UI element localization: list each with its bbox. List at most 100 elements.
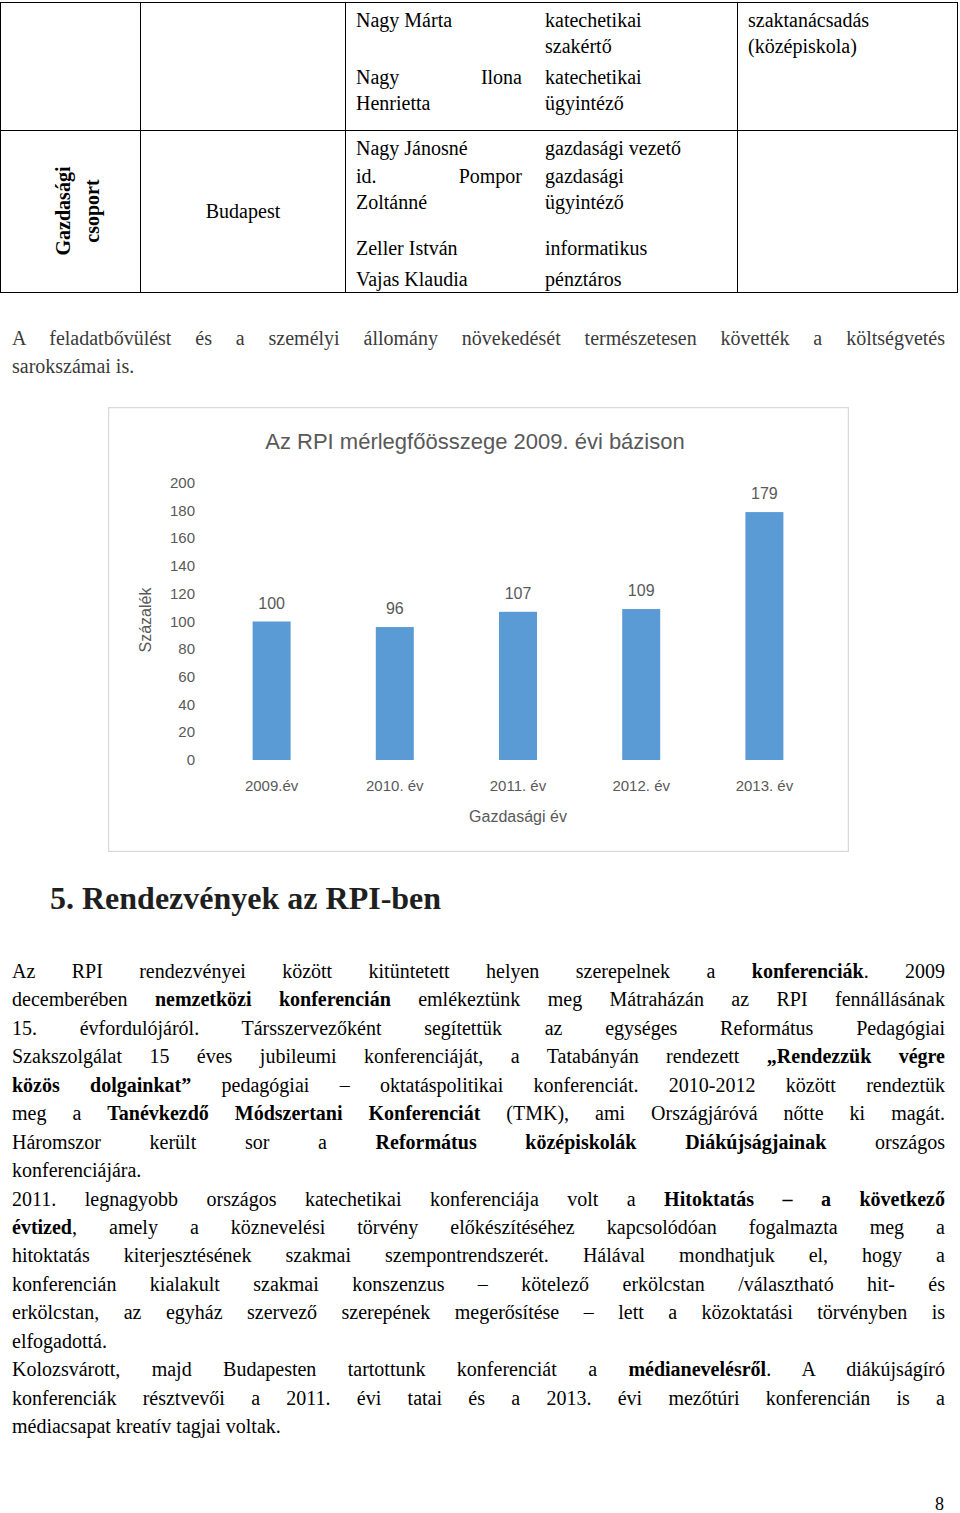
table-note: szaktanácsadás: [748, 7, 953, 33]
group-label: Gazdaságicsoport: [49, 131, 107, 291]
bar: [622, 609, 660, 760]
bold-text: közös dolgainkat”: [12, 1074, 191, 1096]
text: . 2009: [864, 960, 945, 982]
text: 15. évfordulójáról. Társszervezőként seg…: [12, 1017, 945, 1039]
text: erkölcstan, az egyház szervező szerepéne…: [12, 1301, 945, 1323]
table-border: [0, 2, 958, 3]
person-name: Nagy Ilona: [356, 64, 522, 90]
bold-text: konferenciák: [752, 960, 864, 982]
person-name: Zeller István: [356, 235, 522, 261]
x-tick-label: 2013. év: [736, 777, 794, 794]
table-border: [957, 2, 958, 293]
y-tick-label: 0: [187, 751, 195, 768]
table-note: (középiskola): [748, 33, 953, 59]
y-tick-label: 60: [178, 668, 195, 685]
body-line: hitoktatás kiterjesztésének szakmai szem…: [12, 1241, 945, 1269]
text: Háromszor került sor a: [12, 1131, 376, 1153]
x-tick-label: 2012. év: [612, 777, 670, 794]
bars: [253, 512, 784, 760]
text: decemberében: [12, 988, 155, 1010]
body-line: Kolozsvárott, majd Budapesten tartottunk…: [12, 1355, 945, 1383]
bar: [376, 627, 414, 760]
text: elfogadottá.: [12, 1330, 107, 1352]
location: Budapest: [141, 197, 345, 225]
text: konferenciák résztvevői a 2011. évi tata…: [12, 1387, 945, 1409]
table-border: [0, 2, 1, 293]
text: meg a: [12, 1102, 107, 1124]
y-tick-label: 180: [170, 502, 195, 519]
table-border: [0, 292, 958, 293]
person-role: katechetikai: [545, 64, 730, 90]
text: emlékeztünk meg Mátraházán az RPI fennál…: [391, 988, 945, 1010]
x-tick-label: 2011. év: [490, 777, 547, 794]
group-label-line: csoport: [78, 131, 107, 291]
body-line: 2011. legnagyobb országos katechetikai k…: [12, 1185, 945, 1213]
table-border: [345, 2, 346, 293]
y-tick-label: 120: [170, 585, 195, 602]
data-label: 96: [386, 600, 404, 617]
y-tick-label: 100: [170, 613, 195, 630]
x-axis-label: Gazdasági év: [469, 808, 567, 825]
bar: [253, 622, 291, 761]
body-line: Háromszor került sor a Református középi…: [12, 1128, 945, 1156]
group-label-line: Gazdasági: [49, 131, 78, 291]
y-tick-label: 20: [178, 723, 195, 740]
page-number: 8: [935, 1492, 944, 1513]
y-tick-label: 40: [178, 696, 195, 713]
y-axis-label: Százalék: [137, 587, 154, 653]
bold-text: Tanévkezdő Módszertani Konferenciát: [107, 1102, 480, 1124]
text: (TMK), ami Országjáróvá nőtte ki magát.: [480, 1102, 945, 1124]
body-line: médiacsapat kreatív tagjai voltak.: [12, 1412, 945, 1440]
body-line: decemberében nemzetközi konferencián eml…: [12, 985, 945, 1013]
body-line: konferenciájára.: [12, 1156, 945, 1184]
y-tick-label: 80: [178, 640, 195, 657]
person-name: Henrietta: [356, 90, 522, 116]
text: médiacsapat kreatív tagjai voltak.: [12, 1415, 281, 1437]
bold-text: Református középiskolák Diákújságjainak: [376, 1131, 827, 1153]
chart: Az RPI mérlegfőösszege 2009. évi bázison…: [108, 407, 849, 852]
body-line: konferencián kialakult szakmai konszenzu…: [12, 1270, 945, 1298]
text: országos: [826, 1131, 945, 1153]
bold-text: „Rendezzük végre: [767, 1045, 945, 1067]
text: Kolozsvárott, majd Budapesten tartottunk…: [12, 1358, 628, 1380]
text: Az RPI rendezvényei között kitüntetett h…: [12, 960, 752, 982]
y-tick-label: 140: [170, 557, 195, 574]
person-role: gazdasági vezető: [545, 135, 730, 161]
bar: [745, 512, 783, 760]
table-border: [0, 130, 958, 131]
body-line: Szakszolgálat 15 éves jubileumi konferen…: [12, 1042, 945, 1070]
text: A feladatbővülést és a személyi állomány…: [12, 327, 945, 349]
person-role: gazdasági: [545, 163, 730, 189]
text: konferenciájára.: [12, 1159, 141, 1181]
chart-title: Az RPI mérlegfőösszege 2009. évi bázison: [265, 429, 684, 454]
body-line: konferenciák résztvevői a 2011. évi tata…: [12, 1384, 945, 1412]
body-line: elfogadottá.: [12, 1327, 945, 1355]
person-name: Vajas Klaudia: [356, 266, 522, 292]
y-tick-label: 160: [170, 529, 195, 546]
person-role: ügyintéző: [545, 189, 730, 215]
data-label: 107: [505, 585, 532, 602]
bold-text: Hitoktatás – a következő: [664, 1188, 945, 1210]
intro-line: sarokszámai is.: [12, 352, 945, 380]
body-line: évtized, amely a köznevelési törvény elő…: [12, 1213, 945, 1241]
section-heading: 5. Rendezvények az RPI-ben: [50, 876, 441, 920]
text: 2011. legnagyobb országos katechetikai k…: [12, 1188, 664, 1210]
bold-text: médianevelésről: [628, 1358, 766, 1380]
text: , amely a köznevelési törvény előkészíté…: [72, 1216, 945, 1238]
text: hitoktatás kiterjesztésének szakmai szem…: [12, 1244, 945, 1266]
person-role: szakértő: [545, 33, 730, 59]
table-border: [140, 2, 141, 293]
intro-line: A feladatbővülést és a személyi állomány…: [12, 324, 945, 352]
person-name: id. Pompor: [356, 163, 522, 189]
x-tick-label: 2010. év: [366, 777, 424, 794]
person-name: Zoltánné: [356, 189, 522, 215]
text: konferencián kialakult szakmai konszenzu…: [12, 1273, 945, 1295]
data-label: 100: [258, 595, 285, 612]
text: Szakszolgálat 15 éves jubileumi konferen…: [12, 1045, 767, 1067]
person-role: ügyintéző: [545, 90, 730, 116]
bar: [499, 612, 537, 760]
bold-text: nemzetközi konferencián: [155, 988, 391, 1010]
text: sarokszámai is.: [12, 355, 134, 377]
person-role: pénztáros: [545, 266, 730, 292]
body-line: meg a Tanévkezdő Módszertani Konferenciá…: [12, 1099, 945, 1127]
